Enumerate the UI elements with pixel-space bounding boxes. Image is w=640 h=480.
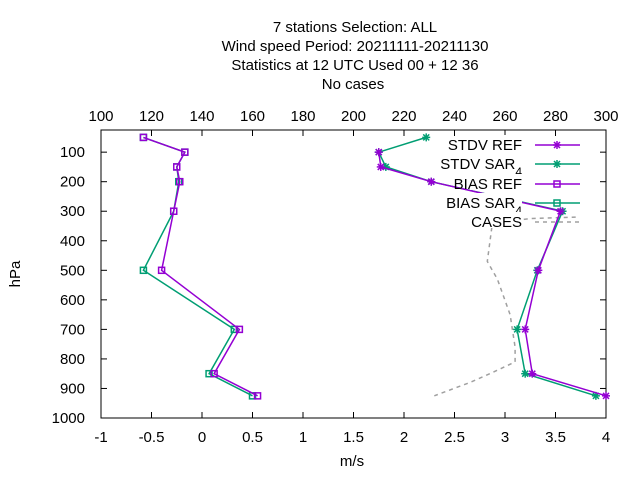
series-line xyxy=(434,216,576,397)
data-point xyxy=(210,369,218,378)
data-point xyxy=(513,325,522,334)
data-point xyxy=(181,148,189,156)
x2-tick-label: 240 xyxy=(442,108,467,125)
y-tick-label: 700 xyxy=(60,321,85,338)
data-point xyxy=(528,369,537,378)
title-line-1: 7 stations Selection: ALL xyxy=(273,19,437,36)
legend-label-bg xyxy=(470,174,522,190)
series-stdv-ref xyxy=(374,148,610,400)
legend-entry-bias-ref: BIAS REF xyxy=(454,174,580,193)
legend-label: STDV REF xyxy=(448,137,522,154)
y-tick-label: 300 xyxy=(60,203,85,220)
legend-label-bg xyxy=(470,135,522,151)
series-line xyxy=(378,152,607,397)
y-tick-label: 800 xyxy=(60,351,85,368)
y-axis-label: hPa xyxy=(7,260,24,287)
y-tick-label: 500 xyxy=(60,262,85,279)
title-line-2: Wind speed Period: 20211111-20211130 xyxy=(222,38,489,55)
x2-tick-label: 260 xyxy=(492,108,517,125)
x2-tick-label: 220 xyxy=(391,108,416,125)
chart-title: 7 stations Selection: ALL Wind speed Per… xyxy=(222,19,489,93)
x-tick-label: 1.5 xyxy=(343,429,364,446)
legend-label: BIAS REF xyxy=(454,176,522,193)
x-tick-label: 3.5 xyxy=(545,429,566,446)
y-tick-label: 400 xyxy=(60,233,85,250)
x2-tick-label: 140 xyxy=(189,108,214,125)
y-tick-label: 100 xyxy=(60,144,85,161)
x-tick-label: -1 xyxy=(94,429,107,446)
x2-tick-label: 160 xyxy=(240,108,265,125)
series-stdv-sar-4 xyxy=(374,133,600,400)
x-tick-label: 2.5 xyxy=(444,429,465,446)
x-tick-label: 2 xyxy=(400,429,408,446)
data-point xyxy=(591,391,600,400)
data-point xyxy=(427,177,436,186)
data-point xyxy=(139,133,148,142)
x2-tick-label: 120 xyxy=(139,108,164,125)
x-axis-label: m/s xyxy=(340,453,364,470)
title-line-3: Statistics at 12 UTC Used 00 + 12 36 xyxy=(231,57,478,74)
series-cases xyxy=(434,216,576,397)
data-point xyxy=(521,325,530,334)
x-tick-label: -0.5 xyxy=(139,429,165,446)
data-point xyxy=(534,266,543,275)
legend-label-bg xyxy=(470,154,522,170)
data-point xyxy=(139,266,148,275)
y-tick-label: 900 xyxy=(60,380,85,397)
x-tick-label: 0.5 xyxy=(242,429,263,446)
x2-tick-label: 300 xyxy=(593,108,618,125)
legend-entry-cases: CASES xyxy=(470,212,580,231)
data-point xyxy=(376,162,385,171)
data-point xyxy=(253,392,262,400)
data-point xyxy=(602,391,610,400)
data-point xyxy=(556,207,565,216)
data-point xyxy=(521,369,530,378)
legend-entry-stdv-ref: STDV REF xyxy=(448,135,580,154)
data-point xyxy=(235,325,244,334)
y-tick-label: 200 xyxy=(60,174,85,191)
legend-label: CASES xyxy=(471,214,522,231)
x2-tick-label: 200 xyxy=(341,108,366,125)
y-tick-label: 600 xyxy=(60,292,85,309)
x2-tick-label: 100 xyxy=(88,108,113,125)
data-point xyxy=(173,163,181,171)
title-line-4: No cases xyxy=(322,76,385,93)
axis-ticks: -1 -0.5 0 0.5 1 1.5 2 2.5 3 3.5 4 100 120 140 160 180 20… xyxy=(52,108,619,446)
series-line xyxy=(143,136,258,397)
x2-tick-label: 280 xyxy=(543,108,568,125)
y-tick-label: 1000 xyxy=(52,410,85,427)
series-layer xyxy=(139,133,610,400)
x2-tick-label: 180 xyxy=(290,108,315,125)
data-point xyxy=(374,148,383,157)
x-tick-label: 3 xyxy=(501,429,509,446)
legend-label-bg xyxy=(470,212,522,228)
data-point xyxy=(169,207,178,215)
data-point xyxy=(176,177,184,186)
series-bias-ref xyxy=(139,133,262,400)
legend-label-bg xyxy=(470,193,522,209)
data-point xyxy=(157,266,166,275)
series-bias-sar-4 xyxy=(139,133,257,400)
data-point xyxy=(422,133,431,142)
x-tick-label: 1 xyxy=(299,429,307,446)
x-tick-label: 4 xyxy=(602,429,610,446)
data-point xyxy=(205,369,213,378)
x-tick-label: 0 xyxy=(198,429,206,446)
